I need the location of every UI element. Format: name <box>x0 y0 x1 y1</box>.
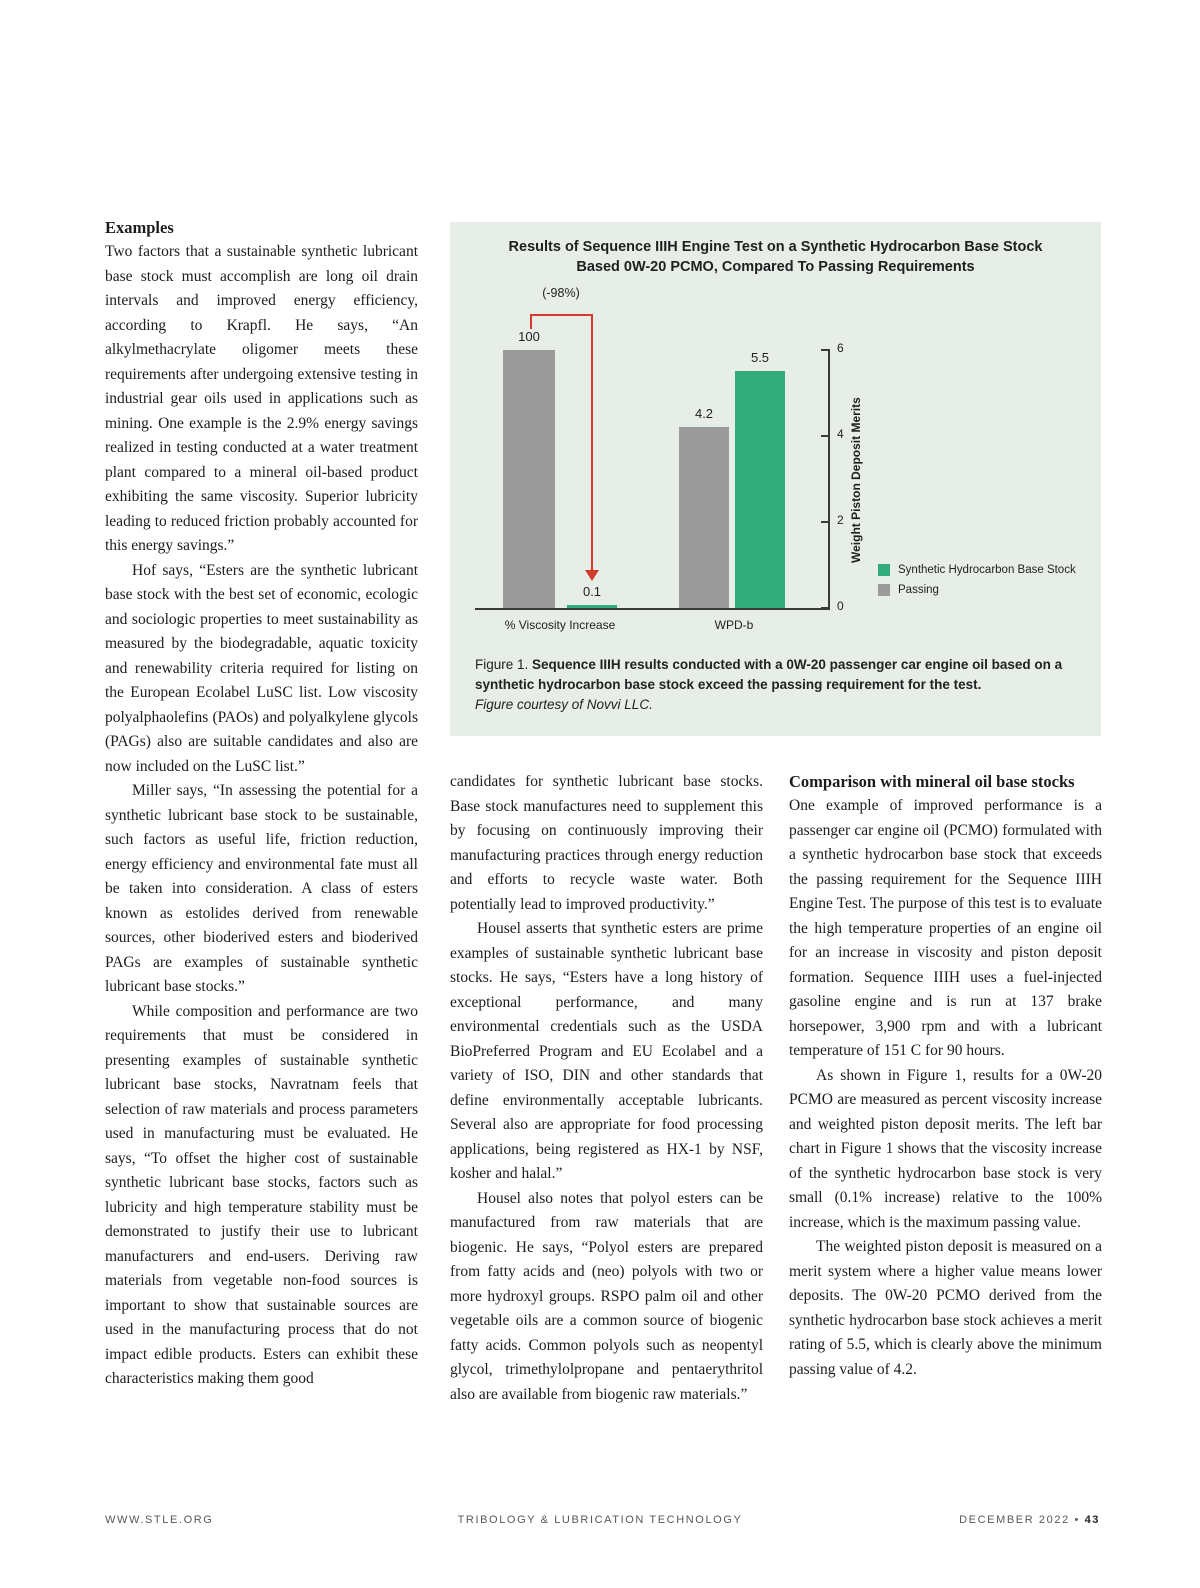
footer-publication-title: TRIBOLOGY & LUBRICATION TECHNOLOGY <box>457 1514 743 1526</box>
legend-item-synthetic: Synthetic Hydrocarbon Base Stock <box>878 564 1076 576</box>
axis-tick-label: 2 <box>837 513 844 527</box>
column-right: Comparison with mineral oil base stocks … <box>789 770 1102 1382</box>
footer-website: WWW.STLE.ORG <box>105 1514 214 1526</box>
column-middle: candidates for synthetic lubricant base … <box>450 770 763 1407</box>
figure-caption-number: Figure 1. <box>475 657 529 672</box>
footer-date-page: DECEMBER 2022 • 43 <box>959 1514 1100 1526</box>
figure-title-line1: Results of Sequence IIIH Engine Test on … <box>508 239 1043 255</box>
figure-title-line2: Based 0W-20 PCMO, Compared To Passing Re… <box>576 259 975 275</box>
bar-value-label: 0.1 <box>582 584 602 599</box>
paragraph: candidates for synthetic lubricant base … <box>450 773 763 913</box>
paragraph: Housel asserts that synthetic esters are… <box>450 920 763 1182</box>
bar-synthetic-viscosity: 0.1 <box>567 584 617 608</box>
annotation-arrow-icon <box>585 570 599 581</box>
bar-value-label: 5.5 <box>750 350 770 365</box>
annotation-bracket <box>530 314 593 316</box>
legend-swatch-passing <box>878 584 890 596</box>
legend-label: Passing <box>898 584 939 596</box>
section-heading-examples: Examples <box>105 218 174 237</box>
bar-value-label: 4.2 <box>694 406 714 421</box>
axis-tick-label: 6 <box>837 341 844 355</box>
axis-tick <box>821 349 830 351</box>
paragraph: As shown in Figure 1, results for a 0W-2… <box>789 1066 1102 1231</box>
legend-swatch-synthetic <box>878 564 890 576</box>
axis-tick <box>821 435 830 437</box>
paragraph: The weighted piston deposit is measured … <box>789 1238 1102 1378</box>
axis-tick-label: 4 <box>837 427 844 441</box>
legend-label: Synthetic Hydrocarbon Base Stock <box>898 564 1076 576</box>
figure-caption-text: Sequence IIIH results conducted with a 0… <box>475 657 1063 692</box>
paragraph: While composition and performance are tw… <box>105 1002 418 1388</box>
legend-item-passing: Passing <box>878 584 1076 596</box>
chart-plot: 100 0.1 4.2 5.5 <box>475 329 828 610</box>
figure-caption: Figure 1. Sequence IIIH results conducte… <box>475 655 1081 715</box>
annotation-label: (-98%) <box>542 286 580 300</box>
axis-tick <box>821 521 830 523</box>
bar-value-label: 100 <box>518 329 540 344</box>
section-heading-comparison: Comparison with mineral oil base stocks <box>789 772 1075 791</box>
footer-date: DECEMBER 2022 <box>959 1514 1070 1526</box>
annotation-bracket <box>530 314 532 329</box>
annotation-bracket <box>591 314 593 570</box>
bar-synthetic-wpd: 5.5 <box>735 350 785 608</box>
figure-1: Results of Sequence IIIH Engine Test on … <box>450 222 1101 736</box>
footer-separator: • <box>1074 1514 1080 1526</box>
paragraph: Housel also notes that polyol esters can… <box>450 1189 763 1403</box>
column-left: Examples Two factors that a sustainable … <box>105 216 418 1392</box>
category-label-wpd: WPD-b <box>714 618 754 632</box>
axis-tick-label: 0 <box>837 599 844 613</box>
figure-title: Results of Sequence IIIH Engine Test on … <box>470 237 1081 277</box>
paragraph: Two factors that a sustainable synthetic… <box>105 243 418 554</box>
category-label-viscosity: % Viscosity Increase <box>504 618 616 632</box>
figure-caption-credit: Figure courtesy of Novvi LLC. <box>475 697 653 712</box>
axis-tick <box>821 607 830 609</box>
bar-passing-wpd: 4.2 <box>679 406 729 608</box>
paragraph: Hof says, “Esters are the synthetic lubr… <box>105 561 418 775</box>
chart-legend: Synthetic Hydrocarbon Base Stock Passing <box>878 564 1076 604</box>
paragraph: One example of improved performance is a… <box>789 797 1102 1059</box>
bar-passing-viscosity: 100 <box>503 329 555 608</box>
page-number: 43 <box>1084 1514 1100 1526</box>
right-axis-line <box>828 350 830 610</box>
paragraph: Miller says, “In assessing the potential… <box>105 782 418 995</box>
right-axis-title: Weight Piston Deposit Merits <box>849 397 863 563</box>
